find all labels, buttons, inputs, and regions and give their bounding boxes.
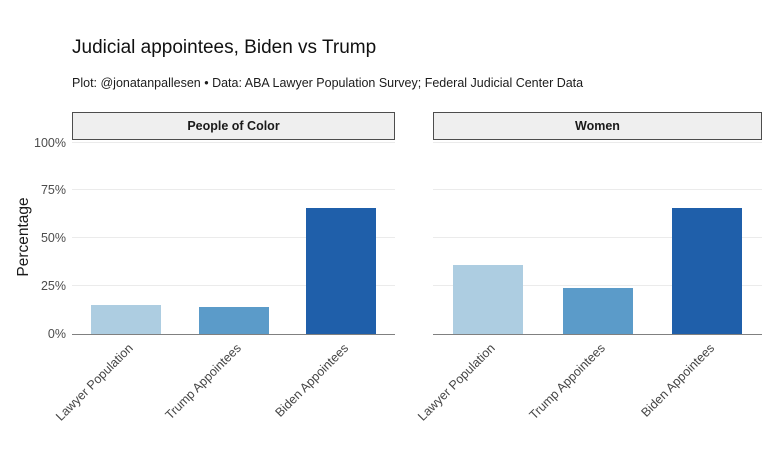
y-axis-tick: 50% [40, 231, 66, 246]
x-axis-label: Trump Appointees [526, 341, 608, 423]
gridline [433, 189, 762, 191]
facet-people-of-color: People of Color Lawyer Population Trump Ap… [53, 112, 395, 424]
bar-trump-appointees [198, 307, 269, 334]
y-axis-tick: 75% [40, 183, 66, 198]
gridline [72, 285, 395, 287]
x-axis-label: Trump Appointees [162, 341, 244, 423]
bar-lawyer-population [452, 265, 523, 334]
x-axis-label: Biden Appointees [638, 341, 718, 420]
chart-subtitle: Plot: @jonatanpallesen • Data: ABA Lawye… [72, 76, 584, 90]
gridline [72, 141, 395, 143]
x-axis-label: Lawyer Population [415, 341, 498, 424]
y-axis-tick: 25% [40, 279, 66, 294]
plot-panel [433, 140, 762, 335]
gridline [72, 189, 395, 191]
bar-biden-appointees [306, 207, 377, 334]
facet-women: Women Lawyer Population Trump Appointees Bi… [415, 112, 762, 424]
gridline [433, 237, 762, 239]
gridline [433, 141, 762, 143]
facet-strip-label: Women [433, 112, 762, 140]
gridline [433, 285, 762, 287]
plot-panel [72, 140, 395, 335]
bar-trump-appointees [562, 288, 633, 334]
bar-lawyer-population [90, 305, 161, 334]
gridline [72, 237, 395, 239]
x-axis-label: Biden Appointees [272, 341, 352, 420]
x-axis-label: Lawyer Population [53, 341, 136, 424]
chart-title: Judicial appointees, Biden vs Trump [72, 37, 377, 58]
facet-strip-label: People of Color [72, 112, 395, 140]
bar-biden-appointees [672, 207, 743, 334]
y-axis-tick: 0% [47, 327, 66, 341]
y-axis-tick: 100% [34, 135, 66, 150]
